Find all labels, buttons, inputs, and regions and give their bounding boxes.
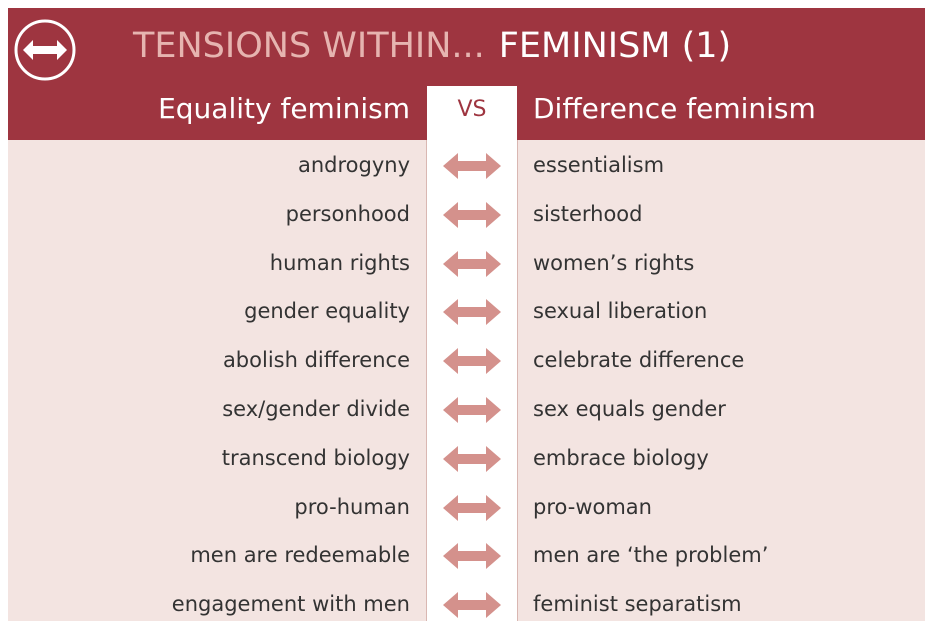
right-column <box>517 140 925 621</box>
double-arrow <box>443 153 501 179</box>
double-arrow <box>443 250 501 277</box>
double-arrow <box>443 348 501 375</box>
right-term: embrace biology <box>533 445 709 470</box>
left-term: sex/gender divide <box>222 397 410 421</box>
title-main: FEMINISM (1) <box>498 26 732 66</box>
title-muted: TENSIONS WITHIN... <box>133 26 485 66</box>
right-term: celebrate difference <box>533 348 745 373</box>
header-icon <box>14 19 76 81</box>
left-column <box>8 140 427 621</box>
right-term: men are ‘the problem’ <box>533 543 769 568</box>
title: TENSIONS WITHIN... FEMINISM (1) <box>133 26 731 66</box>
left-term: transcend biology <box>221 445 410 470</box>
right-term: women’s rights <box>533 250 695 275</box>
double-arrow <box>443 445 501 472</box>
left-term: pro-human <box>294 494 410 519</box>
right-term: essentialism <box>533 153 665 177</box>
double-arrow <box>443 299 501 326</box>
right-term: sexual liberation <box>533 299 708 324</box>
right-heading: Difference feminism <box>533 92 816 125</box>
left-heading: Equality feminism <box>158 92 410 125</box>
double-arrow <box>443 592 501 619</box>
right-term: pro-woman <box>533 494 652 519</box>
left-term: men are redeemable <box>190 543 410 568</box>
double-arrow <box>443 397 501 423</box>
left-term: abolish difference <box>222 348 410 373</box>
left-term: personhood <box>285 201 410 226</box>
right-term: feminist separatism <box>533 592 742 617</box>
left-term: gender equality <box>244 299 410 324</box>
left-term: androgyny <box>297 153 410 177</box>
vs-column <box>427 86 517 621</box>
double-arrow <box>443 201 501 228</box>
right-term: sisterhood <box>533 201 643 226</box>
left-term: engagement with men <box>171 592 410 617</box>
double-arrow <box>443 543 501 570</box>
double-arrow <box>443 494 501 521</box>
right-term: sex equals gender <box>533 397 726 421</box>
vs-label: VS <box>457 97 487 122</box>
left-term: human rights <box>269 250 410 275</box>
